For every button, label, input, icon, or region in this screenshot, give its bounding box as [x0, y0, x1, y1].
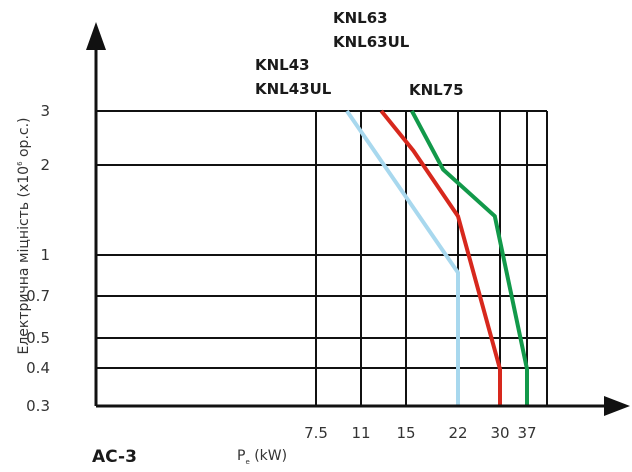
y-axis-label-main: Електрична міцність (x10 [16, 166, 32, 355]
x-axis-label-main: P [237, 448, 245, 464]
series-labels: KNL43 KNL43UL KNL63 KNL63UL KNL75 [255, 9, 464, 99]
y-tick-label: 0.5 [26, 329, 50, 347]
chart-series [345, 109, 529, 406]
series-label-0: KNL43UL [255, 80, 332, 98]
x-axis-label-tail: (kW) [250, 448, 287, 464]
x-tick-label: 7.5 [304, 424, 328, 442]
series-label-1: KNL63UL [333, 33, 410, 51]
y-tick-label: 3 [40, 102, 50, 120]
x-tick-label: 15 [396, 424, 415, 442]
corner-label: AC-3 [92, 447, 137, 467]
x-tick-label: 11 [351, 424, 370, 442]
chart-grid [96, 110, 548, 406]
y-tick-label: 0.7 [26, 287, 50, 305]
y-tick-label: 0.3 [26, 397, 50, 415]
chart-ticks: 0.3 0.4 0.5 0.7 1 2 3 7.5 11 15 22 30 37 [26, 102, 536, 442]
y-tick-label: 2 [40, 156, 50, 174]
y-axis-arrow [86, 22, 106, 50]
series-label-1: KNL63 [333, 9, 388, 27]
y-tick-label: 1 [40, 246, 50, 264]
x-axis-label-sub: e [245, 458, 249, 466]
y-tick-label: 0.4 [26, 359, 50, 377]
series-label-0: KNL43 [255, 56, 310, 74]
x-tick-label: 37 [517, 424, 536, 442]
y-axis-label: Електрична міцність (x106 op.c.) [16, 117, 32, 354]
x-axis-arrow [604, 396, 630, 416]
series-label-2: KNL75 [409, 81, 464, 99]
series-line-2 [410, 110, 529, 406]
series-line-1 [379, 109, 502, 406]
y-axis-label-sup: 6 [16, 161, 24, 166]
series-line-0 [345, 109, 460, 406]
x-axis-label: Pe (kW) [237, 448, 287, 466]
x-tick-label: 22 [448, 424, 467, 442]
y-axis-label-tail: op.c.) [16, 117, 32, 161]
chart-axes [86, 22, 630, 416]
x-tick-label: 30 [490, 424, 509, 442]
